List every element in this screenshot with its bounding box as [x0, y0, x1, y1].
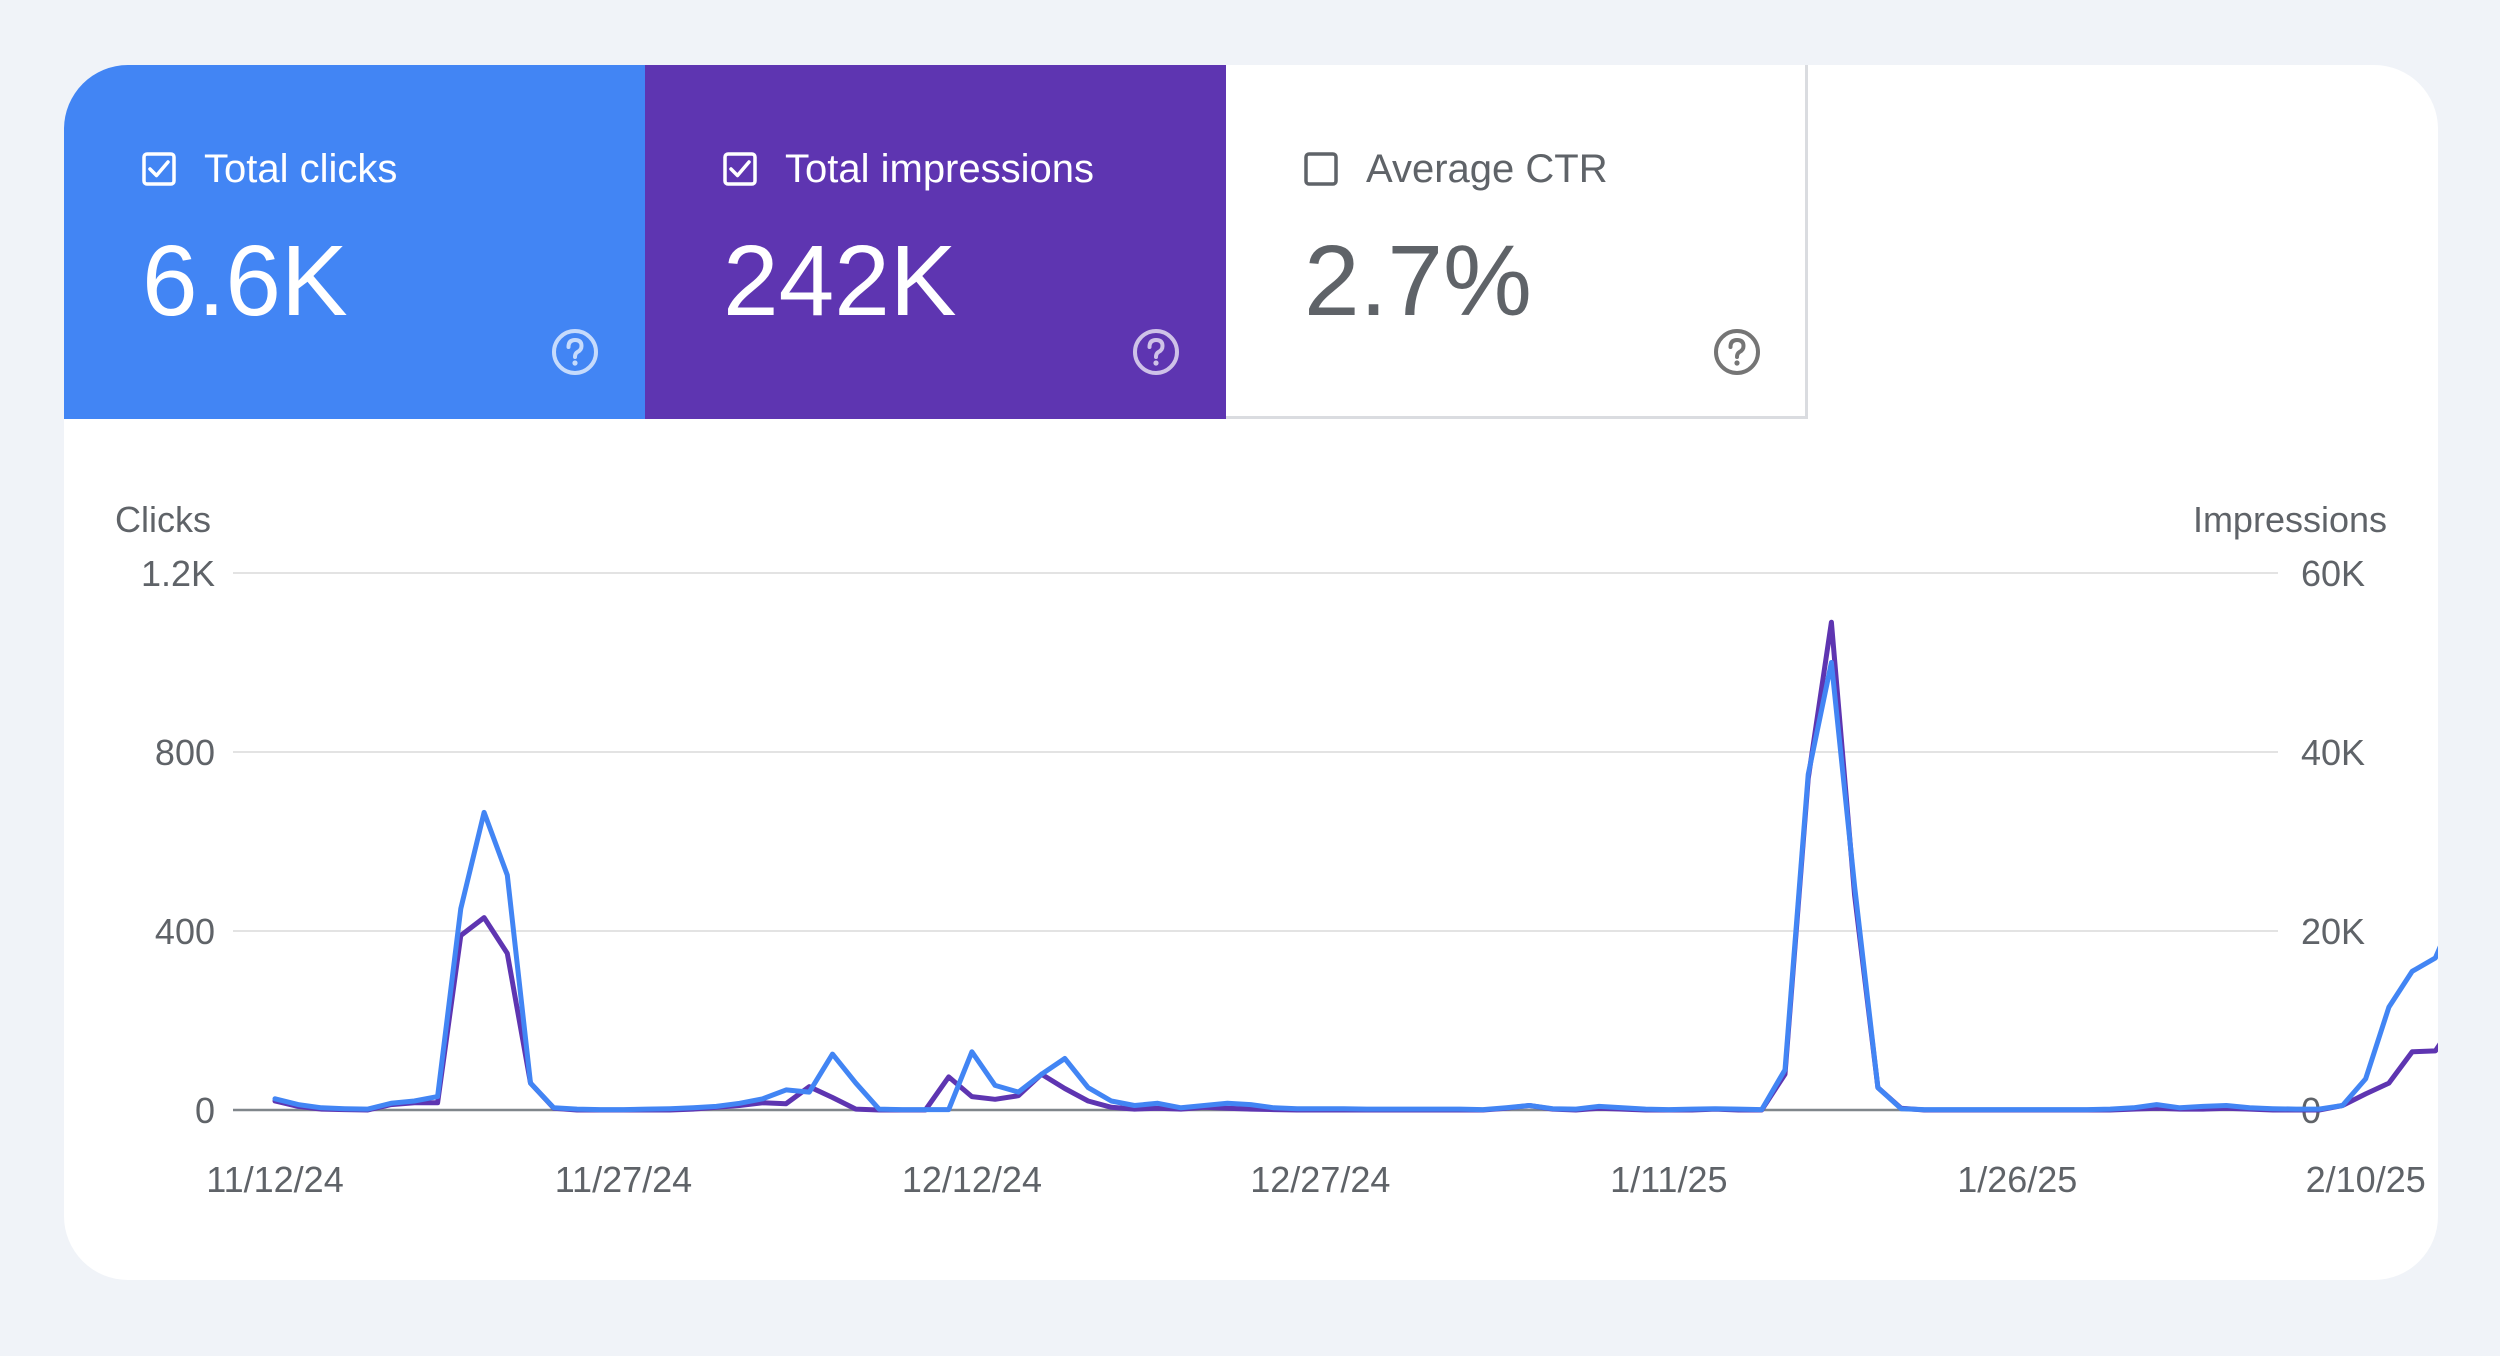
series-line-impressions [272, 619, 2438, 1113]
y-axis-title-left: Clicks [115, 499, 211, 540]
y-tick-label-right: 20K [2301, 911, 2365, 952]
y-axis-title-right: Impressions [2193, 499, 2387, 540]
x-tick-label: 11/12/24 [206, 1159, 343, 1200]
y-tick-label-right: 60K [2301, 553, 2365, 594]
y-tick-label-right: 40K [2301, 732, 2365, 773]
x-tick-label: 12/12/24 [902, 1159, 1042, 1200]
y-tick-label-left: 800 [155, 732, 215, 773]
series-line-clicks [272, 660, 2438, 1113]
metric-value: 6.6K [142, 225, 348, 337]
metric-value: 2.7% [1304, 225, 1532, 337]
help-circle-icon[interactable] [550, 327, 600, 377]
metric-tile-total-clicks[interactable]: Total clicks 6.6K [64, 65, 645, 419]
x-tick-label: 11/27/24 [555, 1159, 692, 1200]
checkbox-icon[interactable] [1304, 152, 1338, 186]
x-tick-label: 1/26/25 [1957, 1159, 2077, 1200]
performance-card: Total clicks 6.6K Total impressions 242K… [64, 65, 2438, 1280]
metric-label: Total clicks [204, 147, 398, 191]
x-tick-label: 2/10/25 [2306, 1159, 2426, 1200]
x-tick-label: 1/11/25 [1610, 1159, 1727, 1200]
metric-label: Average CTR [1366, 147, 1608, 191]
help-circle-icon[interactable] [1712, 327, 1762, 377]
x-tick-label: 12/27/24 [1250, 1159, 1390, 1200]
metric-tile-average-ctr[interactable]: Average CTR 2.7% [1226, 65, 1808, 419]
metric-tile-total-impressions[interactable]: Total impressions 242K [645, 65, 1226, 419]
y-tick-label-left: 400 [155, 911, 215, 952]
help-circle-icon[interactable] [1131, 327, 1181, 377]
y-tick-label-left: 0 [195, 1090, 215, 1131]
checkbox-icon[interactable] [142, 152, 176, 186]
metric-label: Total impressions [785, 147, 1095, 191]
checkbox-icon[interactable] [723, 152, 757, 186]
y-tick-label-left: 1.2K [141, 553, 215, 594]
metric-value: 242K [723, 225, 957, 337]
